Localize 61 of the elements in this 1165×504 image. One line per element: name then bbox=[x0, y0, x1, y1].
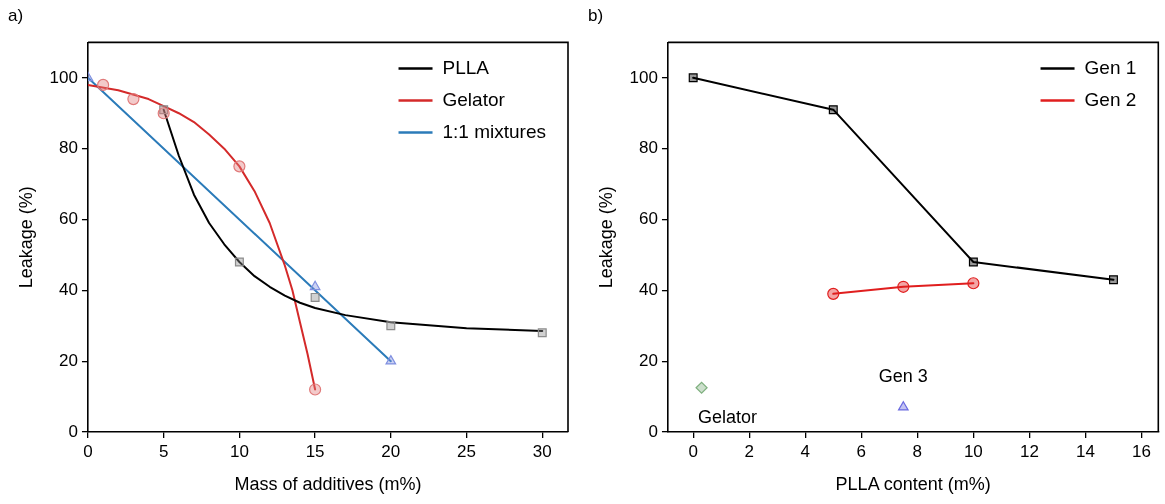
y-tick-label: 80 bbox=[59, 138, 78, 158]
y-tick-label: 40 bbox=[639, 280, 658, 300]
chart-title: a) bbox=[8, 5, 24, 25]
x-tick-label: 6 bbox=[856, 441, 867, 461]
series-label: Gelator bbox=[698, 406, 758, 427]
point bbox=[309, 383, 322, 396]
point bbox=[385, 355, 397, 365]
x-tick-label: 0 bbox=[83, 441, 93, 461]
x-tick-label: 10 bbox=[229, 441, 249, 461]
y-tick-label: 80 bbox=[639, 138, 658, 158]
y-axis-title: Leakage (%) bbox=[595, 186, 616, 289]
series-label: Gen 3 bbox=[878, 366, 928, 387]
point bbox=[386, 321, 396, 331]
chart-title: b) bbox=[588, 5, 604, 25]
y-tick-label: 40 bbox=[59, 280, 78, 300]
point bbox=[967, 277, 980, 290]
y-axis-title: Leakage (%) bbox=[15, 186, 36, 289]
legend-label: Gen 1 bbox=[1084, 56, 1137, 78]
point bbox=[1108, 275, 1118, 285]
legend-label: Gelator bbox=[442, 88, 506, 110]
point bbox=[968, 257, 978, 267]
x-tick-label: 8 bbox=[912, 441, 923, 461]
y-tick-label: 100 bbox=[629, 67, 658, 87]
x-axis-title: Mass of additives (m%) bbox=[234, 474, 422, 495]
y-tick-label: 0 bbox=[648, 421, 658, 441]
y-tick-label: 60 bbox=[59, 209, 78, 229]
point bbox=[828, 105, 838, 115]
x-tick-label: 25 bbox=[457, 441, 476, 461]
point bbox=[127, 92, 140, 106]
x-tick-label: 0 bbox=[688, 441, 698, 461]
point bbox=[897, 280, 910, 293]
point bbox=[309, 280, 321, 291]
x-tick-label: 14 bbox=[1075, 441, 1095, 461]
x-tick-label: 20 bbox=[381, 441, 401, 461]
y-tick-label: 60 bbox=[639, 209, 658, 229]
x-tick-label: 16 bbox=[1132, 441, 1151, 461]
point bbox=[695, 381, 708, 394]
x-tick-label: 2 bbox=[744, 441, 754, 461]
y-tick-label: 0 bbox=[68, 421, 78, 441]
point bbox=[234, 257, 244, 267]
x-axis-title: PLLA content (m%) bbox=[835, 474, 991, 495]
point bbox=[688, 73, 698, 83]
legend-label: Gen 2 bbox=[1084, 88, 1137, 110]
point bbox=[537, 328, 547, 338]
y-tick-label: 100 bbox=[49, 67, 78, 87]
point bbox=[157, 107, 170, 120]
point bbox=[233, 160, 246, 173]
legend-label: 1:1 mixtures bbox=[442, 120, 546, 142]
x-tick-label: 10 bbox=[963, 441, 983, 461]
x-tick-label: 5 bbox=[158, 441, 169, 461]
x-tick-label: 4 bbox=[800, 441, 810, 461]
point bbox=[897, 401, 909, 411]
point bbox=[97, 78, 110, 91]
point bbox=[827, 287, 840, 300]
y-tick-label: 20 bbox=[59, 350, 78, 370]
x-tick-label: 12 bbox=[1019, 441, 1039, 461]
legend-label: PLLA bbox=[442, 56, 490, 78]
y-tick-label: 20 bbox=[639, 350, 658, 370]
x-tick-label: 15 bbox=[305, 441, 325, 461]
x-tick-label: 30 bbox=[532, 441, 552, 461]
point bbox=[310, 292, 320, 302]
